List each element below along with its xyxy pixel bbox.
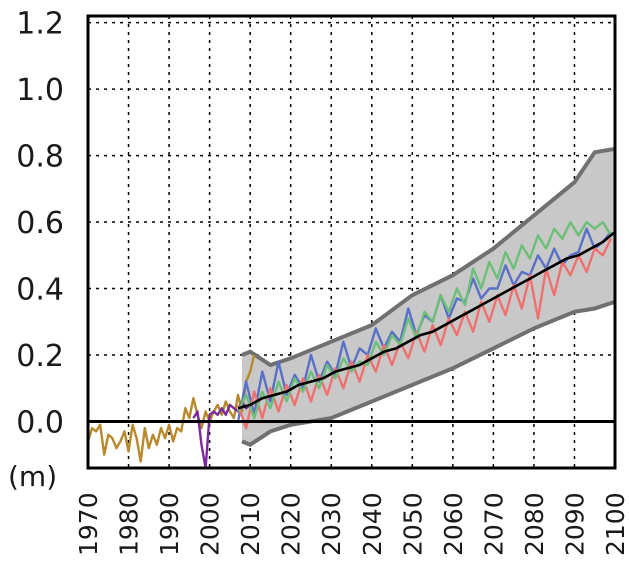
unit-label: (m) — [8, 460, 57, 493]
x-tick-label: 1980 — [115, 492, 144, 556]
y-tick-label: 0.6 — [16, 206, 64, 241]
y-tick-label: 0.2 — [16, 339, 64, 374]
uncertainty-band — [241, 146, 615, 447]
y-tick-label: 0.8 — [16, 140, 64, 175]
x-tick-label: 2080 — [520, 492, 549, 556]
x-tick-label: 2020 — [277, 492, 306, 556]
band-lower-edge — [241, 299, 615, 447]
x-tick-label: 2100 — [601, 492, 629, 556]
series-line-mean — [237, 230, 615, 410]
x-tick-label: 2090 — [560, 492, 589, 556]
y-tick-label: 0.0 — [16, 405, 64, 440]
x-tick-label: 1970 — [74, 492, 103, 556]
plot-frame — [86, 14, 617, 470]
y-tick-label: 1.2 — [16, 7, 64, 42]
x-tick-label: 2030 — [317, 492, 346, 556]
x-tick-label: 2050 — [398, 492, 427, 556]
band-upper-edge — [241, 146, 615, 368]
y-tick-label: 0.4 — [16, 273, 64, 308]
x-tick-label: 1990 — [155, 492, 184, 556]
x-tick-label: 2070 — [479, 492, 508, 556]
series-line-observed_a — [88, 354, 256, 463]
x-axis-ticks: 1970 1980 1990 2000 2010 2020 2030 2040 2050 2060… — [74, 492, 629, 556]
x-tick-label: 2040 — [358, 492, 387, 556]
x-tick-label: 2000 — [196, 492, 225, 556]
y-tick-label: 1.0 — [16, 73, 64, 108]
series-line-model_green — [236, 220, 612, 420]
x-tick-label: 2060 — [439, 492, 468, 556]
y-axis-ticks: 0.0 0.2 0.4 0.6 0.8 1.0 1.2 — [16, 7, 64, 441]
x-tick-label: 2010 — [236, 492, 265, 556]
series-lines — [88, 220, 615, 468]
